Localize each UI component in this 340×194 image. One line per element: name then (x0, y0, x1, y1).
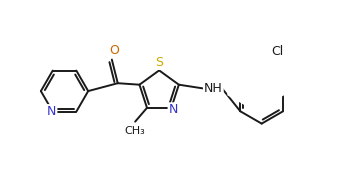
Text: O: O (109, 44, 119, 57)
Text: NH: NH (204, 82, 223, 95)
Polygon shape (228, 47, 284, 111)
Text: Cl: Cl (271, 45, 284, 58)
Text: S: S (155, 56, 163, 69)
Text: N: N (169, 103, 178, 116)
Text: CH₃: CH₃ (125, 126, 146, 135)
Text: N: N (47, 105, 56, 118)
